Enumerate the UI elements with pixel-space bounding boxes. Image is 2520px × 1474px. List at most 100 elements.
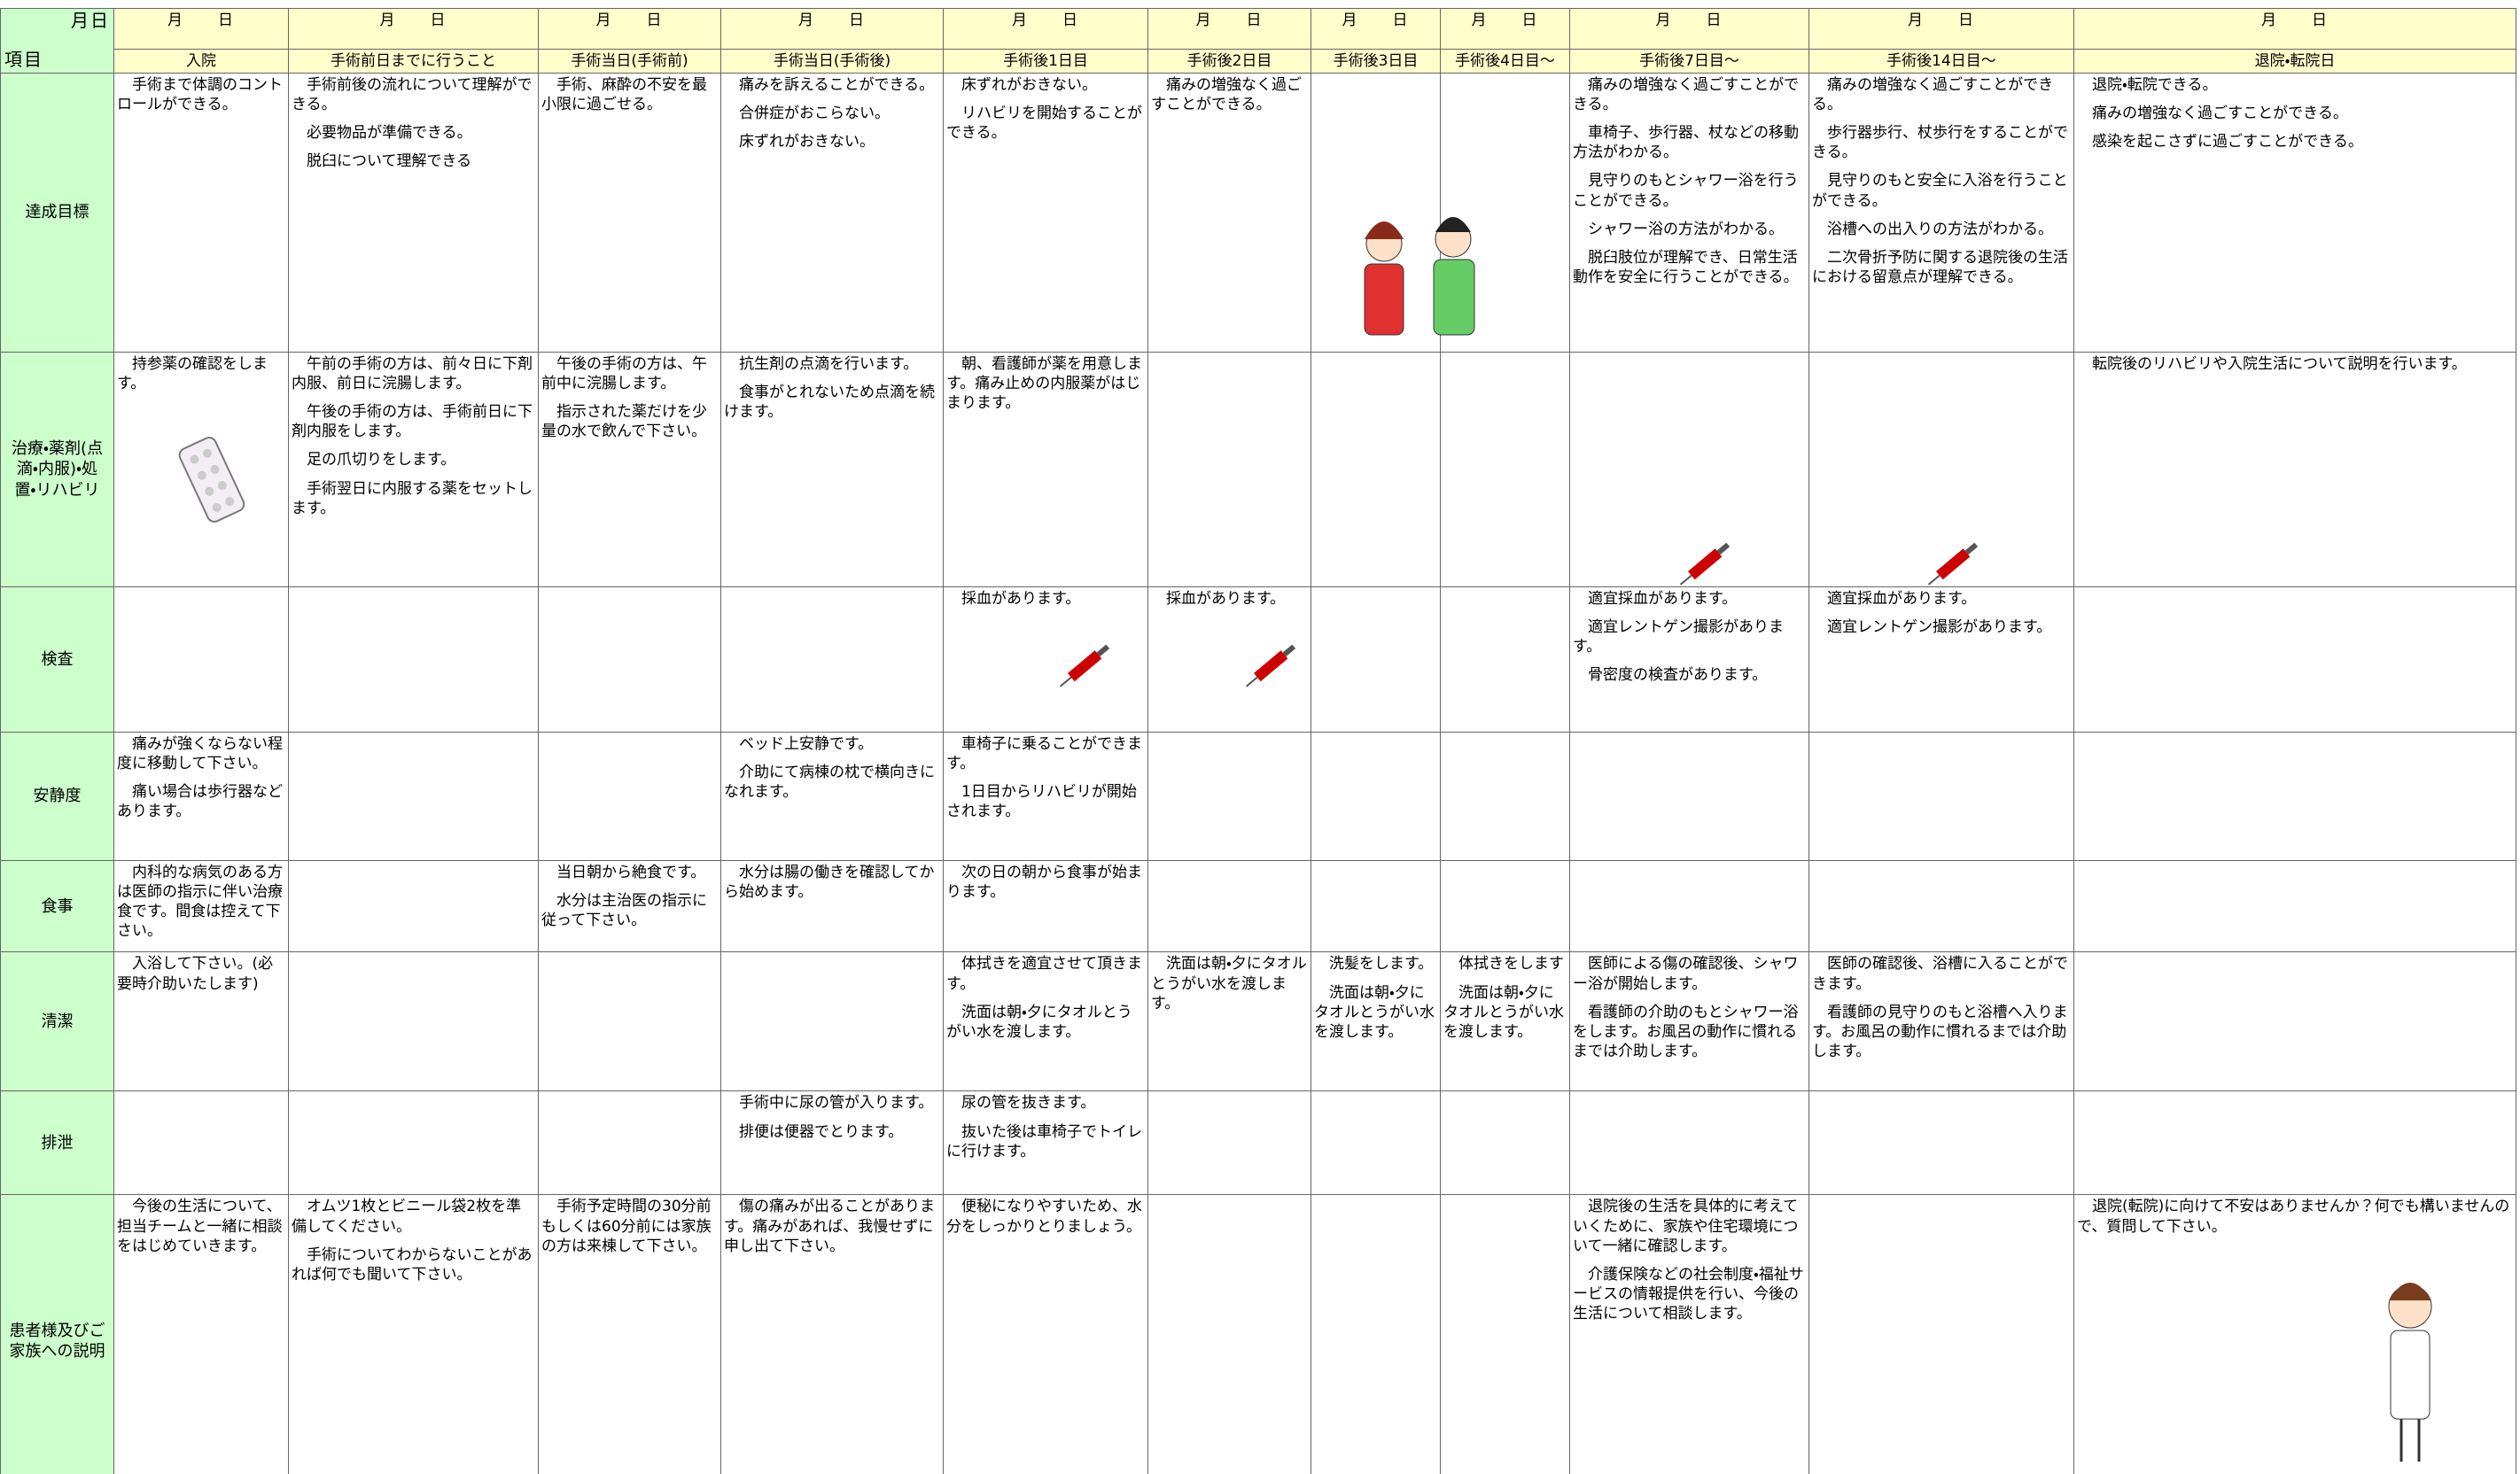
table-cell	[1808, 732, 2074, 862]
table-cell	[113, 1090, 289, 1196]
date-label: 月 日	[798, 12, 866, 29]
cell-text: 入浴して下さい。(必要時介助いたします)	[117, 955, 274, 993]
cell-text: 介護保険などの社会制度・福祉サービスの情報提供を行い、今後の生活について相談しま…	[1573, 1265, 1804, 1323]
cell-text: 傷の痛みが出ることがあります。痛みがあれば、我慢せずに申し出て下さい。	[724, 1198, 935, 1255]
date-label: 月 日	[1342, 12, 1410, 29]
corner-bottom: 項目	[4, 49, 43, 71]
table-cell	[1569, 352, 1809, 588]
cell-text: 適宜レントゲン撮影があります。	[1827, 618, 2052, 637]
cell-text: 痛い場合は歩行器などあります。	[117, 783, 283, 821]
table-cell: 手術まで体調のコントロールができる。	[113, 73, 289, 353]
table-cell	[1311, 1194, 1441, 1474]
table-cell	[1808, 1194, 2074, 1474]
cell-text: 骨密度の検査があります。	[1588, 666, 1768, 685]
table-cell: 内科的な病気のある方は医師の指示に伴い治療食です。間食は控えて下さい。	[113, 860, 289, 953]
table-cell	[538, 732, 721, 862]
table-cell	[1311, 860, 1441, 953]
title-row: 入院 手術前日までに行うこと 手術当日(手術前) 手術当日(手術後) 手術後1日目 手術後…	[1, 48, 2516, 74]
row-label: 食事	[0, 860, 114, 953]
column-title: 手術前日までに行うこと	[288, 48, 539, 74]
date-cell: 月 日	[1311, 8, 1441, 50]
date-row: 月日 項目 月 日 月 日 月 日 月 日 月 日 月 日 月 日 月 日 月 日 月 日 月 日	[0, 7, 2516, 74]
table-cell: 入浴して下さい。(必要時介助いたします)	[113, 951, 289, 1092]
table-body: 達成目標 手術まで体調のコントロールができる。 手術前後の流れについて理解ができる。…	[0, 73, 2516, 1474]
cell-text: 車椅子、歩行器、杖などの移動方法がわかる。	[1573, 124, 1799, 162]
cell-text: ベッド上安静です。	[739, 735, 874, 754]
table-row: 検査 採血があります。 採血があります。 適宜採血があります。 適宜レントゲン撮影があり…	[0, 586, 2516, 733]
date-cell: 月 日	[538, 8, 721, 50]
cell-text: 今後の生活について、担当チームと一緒に相談をはじめていきます。	[117, 1198, 283, 1255]
table-cell	[1311, 1090, 1441, 1196]
cell-text: 洗面は朝・夕にタオルとうがい水を渡します。	[1314, 983, 1435, 1041]
table-cell	[1808, 860, 2074, 953]
cell-text: 痛みの増強なく過ごすことができる。	[1151, 76, 1302, 114]
row-label: 治療・薬剤(点滴・内服)・処置・リハビリ	[0, 352, 114, 588]
cell-text: 痛みの増強なく過ごすことができる。	[1573, 76, 1800, 114]
cell-text: 当日朝から絶食です。	[556, 864, 706, 882]
cell-text: 痛みの増強なく過ごすことができる。	[1812, 76, 2054, 114]
table-cell: 傷の痛みが出ることがあります。痛みがあれば、我慢せずに申し出て下さい。	[720, 1194, 944, 1474]
cell-text: 必要物品が準備できる。	[307, 124, 472, 143]
table-cell: 水分は腸の働きを確認してから始めます。	[720, 860, 944, 953]
table-cell: 当日朝から絶食です。 水分は主治医の指示に従って下さい。	[538, 860, 721, 953]
table-cell: 車椅子に乗ることができます。 1日目からリハビリが開始されます。	[943, 732, 1148, 862]
cell-text: 看護師の介助のもとシャワー浴をします。お風呂の動作に慣れるまでは介助します。	[1573, 1003, 1799, 1060]
table-cell: 抗生剤の点滴を行います。 食事がとれないため点滴を続けます。	[720, 352, 944, 588]
table-cell: 体拭きをします 洗面は朝・夕にタオルとうがい水を渡します。	[1440, 951, 1570, 1092]
table-cell	[1147, 732, 1311, 862]
corner-top: 月日	[71, 10, 110, 31]
cell-text: 見守りのもと安全に入浴を行うことができる。	[1812, 172, 2068, 210]
table-cell	[288, 951, 539, 1092]
table-row: 排泄 手術中に尿の管が入ります。 排便は便器でとります。 尿の管を抜きます。 抜いた後は…	[0, 1090, 2516, 1196]
table-cell: 退院後の生活を具体的に考えていくために、家族や住宅環境について一緒に確認します。…	[1569, 1194, 1809, 1474]
cell-text: 浴槽への出入りの方法がわかる。	[1827, 220, 2053, 238]
date-label: 月 日	[1908, 12, 1975, 29]
cell-text: 採血があります。	[961, 590, 1081, 609]
cell-text: 朝、看護師が薬を用意します。痛み止めの内服薬がはじまります。	[946, 355, 1142, 413]
table-cell	[538, 586, 721, 733]
table-cell	[1440, 732, 1570, 862]
date-label: 月 日	[1012, 12, 1079, 29]
table-cell: 午後の手術の方は、午前中に浣腸します。 指示された薬だけを少量の水で飲んで下さい。	[538, 352, 721, 588]
cell-text: 手術中に尿の管が入ります。	[739, 1094, 934, 1113]
table-cell: 洗面は朝・夕にタオルとうがい水を渡します。	[1147, 951, 1311, 1092]
cell-text: 手術まで体調のコントロールができる。	[117, 76, 283, 114]
date-label: 月 日	[1195, 12, 1264, 29]
cell-text: 尿の管を抜きます。	[961, 1094, 1096, 1113]
date-cell: 月 日	[113, 8, 289, 50]
cell-text: 便秘になりやすいため、水分をしっかりとりましょう。	[946, 1198, 1142, 1236]
cell-text: 適宜採血があります。	[1827, 590, 1977, 609]
table-cell	[1147, 860, 1311, 953]
cell-text: 転院後のリハビリや入院生活について説明を行います。	[2092, 355, 2467, 374]
table-cell: 痛みの増強なく過ごすことができる。 歩行器歩行、杖歩行をすることができる。 見守りの…	[1808, 73, 2074, 353]
table-cell	[720, 951, 944, 1092]
date-cell: 月 日	[1569, 8, 1809, 50]
column-title: 手術後1日目	[943, 48, 1148, 74]
table-cell: 床ずれがおきない。 リハビリを開始することができる。	[943, 73, 1148, 353]
cell-text: リハビリを開始することができる。	[946, 105, 1142, 143]
table-cell	[1440, 860, 1570, 953]
cell-text: 洗髪をします。	[1329, 955, 1434, 974]
table-row: 安静度 痛みが強くならない程度に移動して下さい。 痛い場合は歩行器などあります。 ベッ…	[0, 732, 2516, 862]
table-cell: 退院(転院)に向けて不安はありませんか？何でも構いませんので、質問して下さい。	[2073, 1194, 2516, 1474]
table-cell: 次の日の朝から食事が始まります。	[943, 860, 1148, 953]
cell-text: 医師による傷の確認後、シャワー浴が開始します。	[1573, 955, 1799, 993]
column-title: 退院・転院日	[2073, 48, 2516, 74]
column-title: 手術後3日目	[1311, 48, 1441, 74]
cell-text: 体拭きをします	[1458, 955, 1564, 974]
table-cell: 尿の管を抜きます。抜いた後は車椅子でトイレに行けます。	[943, 1090, 1148, 1196]
table-cell: ベッド上安静です。 介助にて病棟の枕で横向きになれます。	[720, 732, 944, 862]
table-cell	[1147, 1194, 1311, 1474]
date-label: 月 日	[1655, 12, 1723, 29]
cell-text: 抜いた後は車椅子でトイレに行けます。	[946, 1122, 1142, 1160]
table-cell	[1569, 1090, 1809, 1196]
cell-text: 水分は腸の働きを確認してから始めます。	[724, 864, 935, 902]
table-cell: 採血があります。	[1147, 586, 1311, 733]
table-cell	[720, 586, 944, 733]
table-cell	[1569, 860, 1809, 953]
date-label: 月 日	[595, 12, 664, 29]
table-cell	[1569, 732, 1809, 862]
cell-text: 手術前後の流れについて理解ができる。	[292, 76, 533, 114]
table-cell: 手術中に尿の管が入ります。 排便は便器でとります。	[720, 1090, 944, 1196]
table-cell: 朝、看護師が薬を用意します。痛み止めの内服薬がはじまります。	[943, 352, 1148, 588]
